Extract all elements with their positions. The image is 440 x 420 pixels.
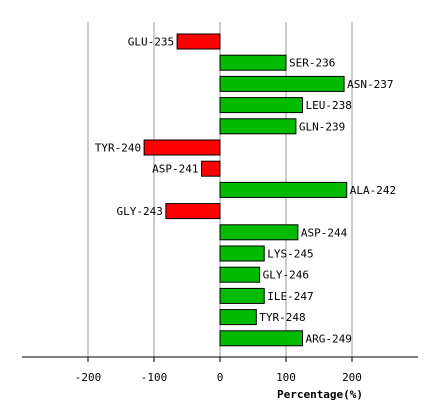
bar bbox=[219, 309, 257, 326]
x-tick-label: 0 bbox=[217, 371, 224, 384]
x-tick-label: -100 bbox=[141, 371, 168, 384]
bar bbox=[219, 266, 261, 283]
bar-label: TYR-240 bbox=[95, 142, 141, 155]
bar bbox=[219, 75, 345, 92]
bar bbox=[165, 203, 221, 220]
bar-label: ASP-244 bbox=[301, 226, 348, 239]
bar bbox=[219, 118, 297, 135]
bar-label: SER-236 bbox=[289, 57, 335, 70]
x-ticks: -200 -100 0 100 200 bbox=[75, 357, 362, 384]
bar bbox=[143, 139, 221, 156]
bar-label: ASN-237 bbox=[347, 78, 393, 91]
x-axis-title: Percentage(%) bbox=[277, 388, 363, 401]
bar-label: GLU-235 bbox=[128, 36, 174, 49]
bar-label: ARG-249 bbox=[306, 332, 352, 345]
bar bbox=[219, 287, 265, 304]
bar-label: LYS-245 bbox=[267, 248, 313, 261]
bar bbox=[219, 54, 287, 71]
bar-label: LEU-238 bbox=[306, 99, 352, 112]
x-tick-label: -200 bbox=[75, 371, 102, 384]
x-tick-label: 200 bbox=[342, 371, 362, 384]
bar-label: ASP-241 bbox=[152, 163, 198, 176]
bar bbox=[201, 160, 221, 177]
bar bbox=[219, 245, 265, 262]
bar-label: GLY-246 bbox=[263, 269, 309, 282]
bar-label: ILE-247 bbox=[267, 290, 313, 303]
bar-labels: GLU-235 SER-236 ASN-237 LEU-238 GLN-239 TYR-2… bbox=[95, 36, 396, 346]
bar-label: GLY-243 bbox=[117, 205, 163, 218]
bars bbox=[143, 33, 348, 347]
bar-label: GLN-239 bbox=[299, 120, 345, 133]
bar-label: TYR-248 bbox=[259, 311, 305, 324]
bar bbox=[219, 181, 348, 198]
bar bbox=[176, 33, 221, 50]
bar bbox=[219, 330, 303, 347]
bar bbox=[219, 97, 303, 114]
bar-label: ALA-242 bbox=[350, 184, 396, 197]
x-tick-label: 100 bbox=[276, 371, 296, 384]
bar bbox=[219, 224, 299, 241]
